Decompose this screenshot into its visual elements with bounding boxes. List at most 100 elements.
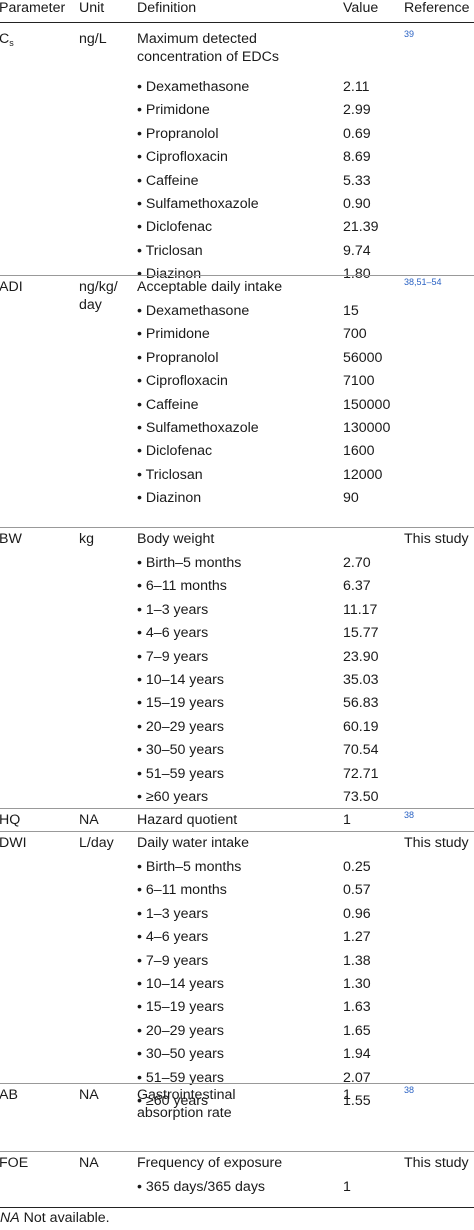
- group-separator: [0, 1151, 474, 1152]
- reference-citation-link[interactable]: 38,51–54: [404, 277, 442, 287]
- param-item-value: 0.69: [343, 125, 371, 142]
- param-reference: 38,51–54: [404, 277, 442, 298]
- param-item-label: • 10–14 years: [137, 672, 224, 688]
- param-item-value: 6.37: [343, 578, 371, 595]
- param-symbol: ADI: [0, 279, 23, 295]
- table-header: Parameter Unit Definition Value Referenc…: [0, 0, 474, 19]
- group-separator: [0, 275, 474, 276]
- param-name: Cs: [0, 31, 14, 50]
- param-name: ADI: [0, 279, 23, 297]
- param-definition-line: absorption rate: [137, 1104, 232, 1121]
- param-item-label: • Propranolol: [137, 125, 219, 142]
- param-item-label: • Diazinon: [137, 490, 202, 507]
- param-reference: 38: [404, 810, 415, 831]
- param-value: 1: [343, 1087, 351, 1103]
- param-symbol: HQ: [0, 812, 21, 828]
- param-definition: Daily water intake: [137, 835, 249, 853]
- header-reference: Reference: [404, 0, 470, 16]
- param-item-value: 130000: [343, 420, 391, 436]
- table-bottom-rule: [0, 1207, 474, 1208]
- param-item-value: 1.55: [343, 1093, 371, 1109]
- group-separator: [0, 527, 474, 528]
- param-item-label: • 30–50 years: [137, 1046, 224, 1063]
- param-symbol: C: [0, 31, 10, 47]
- param-item-value: 150000: [343, 396, 391, 413]
- param-item-value: 2.99: [343, 102, 371, 119]
- param-item-value: 15: [343, 303, 359, 319]
- param-item-value: 1.27: [343, 929, 371, 946]
- param-item-label: • Dexamethasone: [137, 303, 250, 319]
- param-item-label: • Sulfamethoxazole: [137, 196, 259, 212]
- param-item-value: 5.33: [343, 172, 371, 189]
- param-item-label: • Primidone: [137, 326, 210, 343]
- param-item-label: • Sulfamethoxazole: [137, 420, 259, 436]
- param-unit-line: day: [79, 296, 102, 313]
- parameter-table: Parameter Unit Definition Value Referenc…: [0, 0, 474, 1195]
- param-item-label: • ≥60 years: [137, 789, 209, 805]
- param-item-label: • 30–50 years: [137, 742, 224, 759]
- reference-citation-link[interactable]: 38: [404, 1085, 415, 1095]
- param-unit-line: NA: [79, 1155, 99, 1171]
- param-item-label: • Diazinon: [137, 266, 202, 283]
- param-value: 1: [343, 812, 351, 828]
- param-item-label: • 6–11 months: [137, 882, 227, 899]
- param-item-value: 1600: [343, 443, 375, 460]
- param-unit-line: ng/kg/: [79, 279, 118, 295]
- param-definition: Gastrointestinal absorption rate: [137, 1087, 236, 1122]
- param-reference: This study: [404, 531, 469, 549]
- param-item-label: • 20–29 years: [137, 718, 224, 735]
- param-item-value: 1: [343, 1179, 351, 1195]
- param-name: AB: [0, 1087, 18, 1105]
- param-item-value: 23.90: [343, 648, 379, 665]
- param-item-label: • Diclofenac: [137, 219, 213, 236]
- param-item-value: 0.25: [343, 859, 371, 875]
- param-item-value: 1.80: [343, 266, 371, 283]
- param-item-label: • 7–9 years: [137, 952, 209, 969]
- reference-citation-link[interactable]: 38: [404, 810, 415, 820]
- param-item-label: • Diclofenac: [137, 443, 213, 460]
- param-item-value: 70.54: [343, 742, 379, 759]
- param-unit-line: NA: [79, 1087, 99, 1103]
- param-item-label: • 4–6 years: [137, 929, 209, 946]
- param-item-value: 2.70: [343, 555, 371, 571]
- param-definition-line: Daily water intake: [137, 835, 249, 851]
- param-symbol: AB: [0, 1087, 18, 1103]
- param-item-value: 1.94: [343, 1046, 371, 1063]
- param-definition: Body weight: [137, 531, 214, 549]
- param-unit: kg: [79, 531, 94, 549]
- param-item-value: 21.39: [343, 219, 379, 236]
- header-parameter: Parameter: [0, 0, 66, 16]
- param-item-value: 0.90: [343, 196, 371, 212]
- param-reference: 39: [404, 29, 415, 50]
- header-value: Value: [343, 0, 379, 16]
- param-unit: NA: [79, 1155, 99, 1173]
- param-item-value: 0.57: [343, 882, 371, 899]
- group-separator: [0, 1083, 474, 1084]
- reference-citation-link[interactable]: 39: [404, 29, 415, 39]
- param-item-value: 72.71: [343, 765, 379, 782]
- footnote-abbr: NA: [0, 1210, 20, 1226]
- param-item-value: 56.83: [343, 695, 379, 712]
- param-item-label: • Birth–5 months: [137, 555, 242, 571]
- param-definition-line: Maximum detected: [137, 31, 257, 47]
- param-item-label: • Caffeine: [137, 396, 199, 413]
- param-item-value: 8.69: [343, 149, 371, 166]
- param-name: BW: [0, 531, 22, 549]
- param-name: DWI: [0, 835, 27, 853]
- param-definition: Maximum detected concentration of EDCs: [137, 31, 279, 66]
- param-item-label: • 7–9 years: [137, 648, 209, 665]
- param-definition-line: Frequency of exposure: [137, 1155, 283, 1171]
- param-item-label: • 6–11 months: [137, 578, 227, 595]
- param-item-value: 2.11: [343, 79, 370, 95]
- param-item-label: • 15–19 years: [137, 999, 224, 1016]
- param-item-value: 9.74: [343, 242, 371, 259]
- param-item-label: • 10–14 years: [137, 976, 224, 992]
- param-item-label: • Dexamethasone: [137, 79, 250, 95]
- reference-text: This study: [404, 835, 469, 851]
- param-definition-line: Body weight: [137, 531, 215, 547]
- table-footnote: NA Not available.: [0, 1210, 110, 1227]
- param-item-value: 7100: [343, 373, 375, 390]
- param-definition-line: Acceptable daily intake: [137, 279, 283, 295]
- param-definition-line: Hazard quotient: [137, 812, 238, 828]
- param-item-value: 700: [343, 326, 367, 343]
